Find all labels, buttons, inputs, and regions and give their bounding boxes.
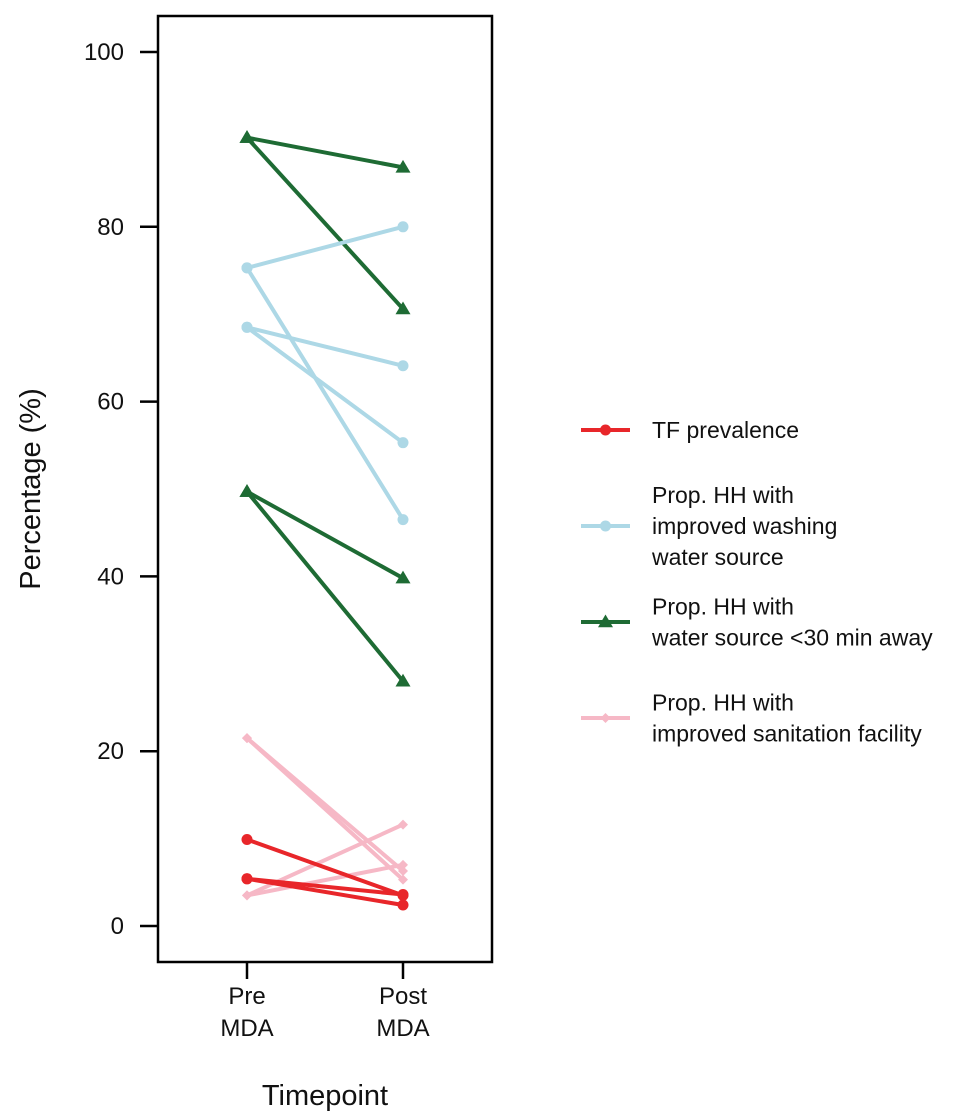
legend-swatch-marker: [600, 424, 611, 436]
series-line: [245, 736, 405, 882]
series-line: [245, 489, 405, 581]
x-tick-label: MDA: [376, 1015, 429, 1042]
x-tick-label: MDA: [220, 1015, 273, 1042]
legend-entry: TF prevalence: [581, 417, 799, 443]
series-3: [242, 733, 408, 901]
y-tick-label: 40: [97, 563, 124, 590]
data-point: [397, 514, 409, 526]
x-axis-title: Timepoint: [262, 1080, 388, 1112]
data-point: [241, 873, 253, 885]
legend-entry: Prop. HH with water source <30 min away: [581, 594, 933, 651]
legend-label: TF prevalence: [652, 417, 799, 443]
x-tick-label: Pre: [228, 983, 265, 1010]
series-line: [245, 862, 405, 898]
data-point: [398, 874, 408, 885]
data-point: [395, 159, 411, 173]
series-line: [245, 837, 405, 898]
series-line: [245, 325, 405, 368]
data-point: [242, 890, 252, 901]
series-line: [245, 265, 405, 522]
series-line: [245, 224, 405, 270]
plot-frame: [156, 14, 494, 964]
data-point: [398, 859, 408, 870]
legend-swatch-marker: [600, 713, 611, 723]
legend-label: Prop. HH with: [652, 482, 794, 508]
data-point: [395, 673, 411, 687]
x-tick-label: Post: [379, 983, 427, 1010]
series-1: [241, 221, 409, 526]
series-line: [245, 135, 405, 311]
data-point: [242, 733, 252, 744]
y-tick-label: 100: [84, 39, 124, 66]
axes-group: 0 20 40 60 80 100 Pre MDA Post MDA Timepoint Percen…: [15, 14, 494, 1112]
legend: TF prevalence Prop. HH with improved washi…: [581, 417, 933, 747]
data-point: [397, 437, 409, 449]
y-tick-label: 60: [97, 389, 124, 416]
legend-entry: Prop. HH with improved sanitation facilit…: [581, 690, 922, 747]
data-point: [241, 321, 253, 333]
legend-label: Prop. HH with: [652, 690, 794, 716]
data-point: [397, 360, 409, 372]
data-point: [397, 899, 409, 911]
data-point: [241, 262, 253, 274]
legend-entry: Prop. HH with improved washing water sourc…: [581, 482, 837, 570]
data-point: [241, 833, 253, 845]
data-point: [395, 570, 411, 584]
series-0: [241, 833, 409, 911]
data-point: [397, 889, 409, 901]
data-point: [239, 484, 255, 497]
legend-swatch-marker: [600, 520, 611, 532]
legend-label: water source <30 min away: [651, 625, 933, 651]
legend-swatch-marker: [598, 614, 613, 628]
legend-label: improved washing: [652, 513, 837, 539]
y-tick-label: 80: [97, 214, 124, 241]
series-line: [245, 135, 405, 170]
series-line: [245, 876, 405, 897]
series-line: [245, 325, 405, 445]
legend-label: improved sanitation facility: [652, 721, 922, 747]
legend-label: Prop. HH with: [652, 594, 794, 620]
data-point: [398, 819, 408, 830]
data-point: [395, 301, 411, 315]
data-point: [239, 130, 255, 143]
y-axis-title: Percentage (%): [15, 388, 47, 590]
series-group: [239, 130, 411, 911]
series-2: [239, 130, 411, 687]
legend-label: water source: [651, 544, 784, 570]
data-point: [397, 221, 409, 233]
y-tick-label: 20: [97, 738, 124, 765]
data-point: [398, 865, 408, 876]
series-line: [245, 489, 405, 684]
y-tick-label: 0: [111, 913, 124, 940]
